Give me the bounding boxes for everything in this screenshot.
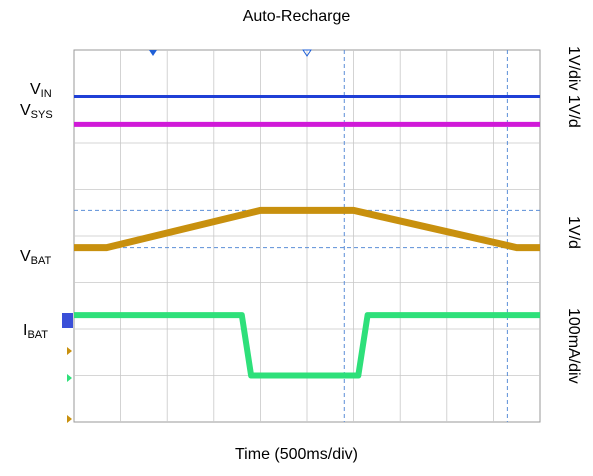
trace-ibat bbox=[74, 312, 540, 379]
channel-2-marker-icon bbox=[67, 347, 72, 355]
vin-label: VIN bbox=[30, 81, 52, 100]
traces bbox=[74, 95, 540, 379]
channel-1-marker-icon bbox=[62, 313, 73, 328]
channel-markers bbox=[62, 49, 312, 423]
vbat-label: VBAT bbox=[20, 248, 52, 267]
ibat-label: IBAT bbox=[23, 322, 49, 341]
channel-3-marker-icon bbox=[67, 415, 72, 423]
trigger-marker-icon bbox=[149, 50, 157, 56]
scale-label-bottom: 100mA/div bbox=[565, 308, 582, 384]
chart-title: Auto-Recharge bbox=[242, 8, 351, 25]
scale-label-mid: 1V/d bbox=[565, 216, 582, 249]
vsys-label: VSYS bbox=[20, 102, 53, 121]
trace-vbat bbox=[74, 206, 540, 252]
channel-4-marker-icon bbox=[67, 374, 72, 382]
scale-label-top: 1V/div 1V/d bbox=[565, 46, 582, 128]
time-reference-marker-icon bbox=[302, 49, 312, 57]
x-axis-label: Time (500ms/div) bbox=[235, 446, 358, 463]
